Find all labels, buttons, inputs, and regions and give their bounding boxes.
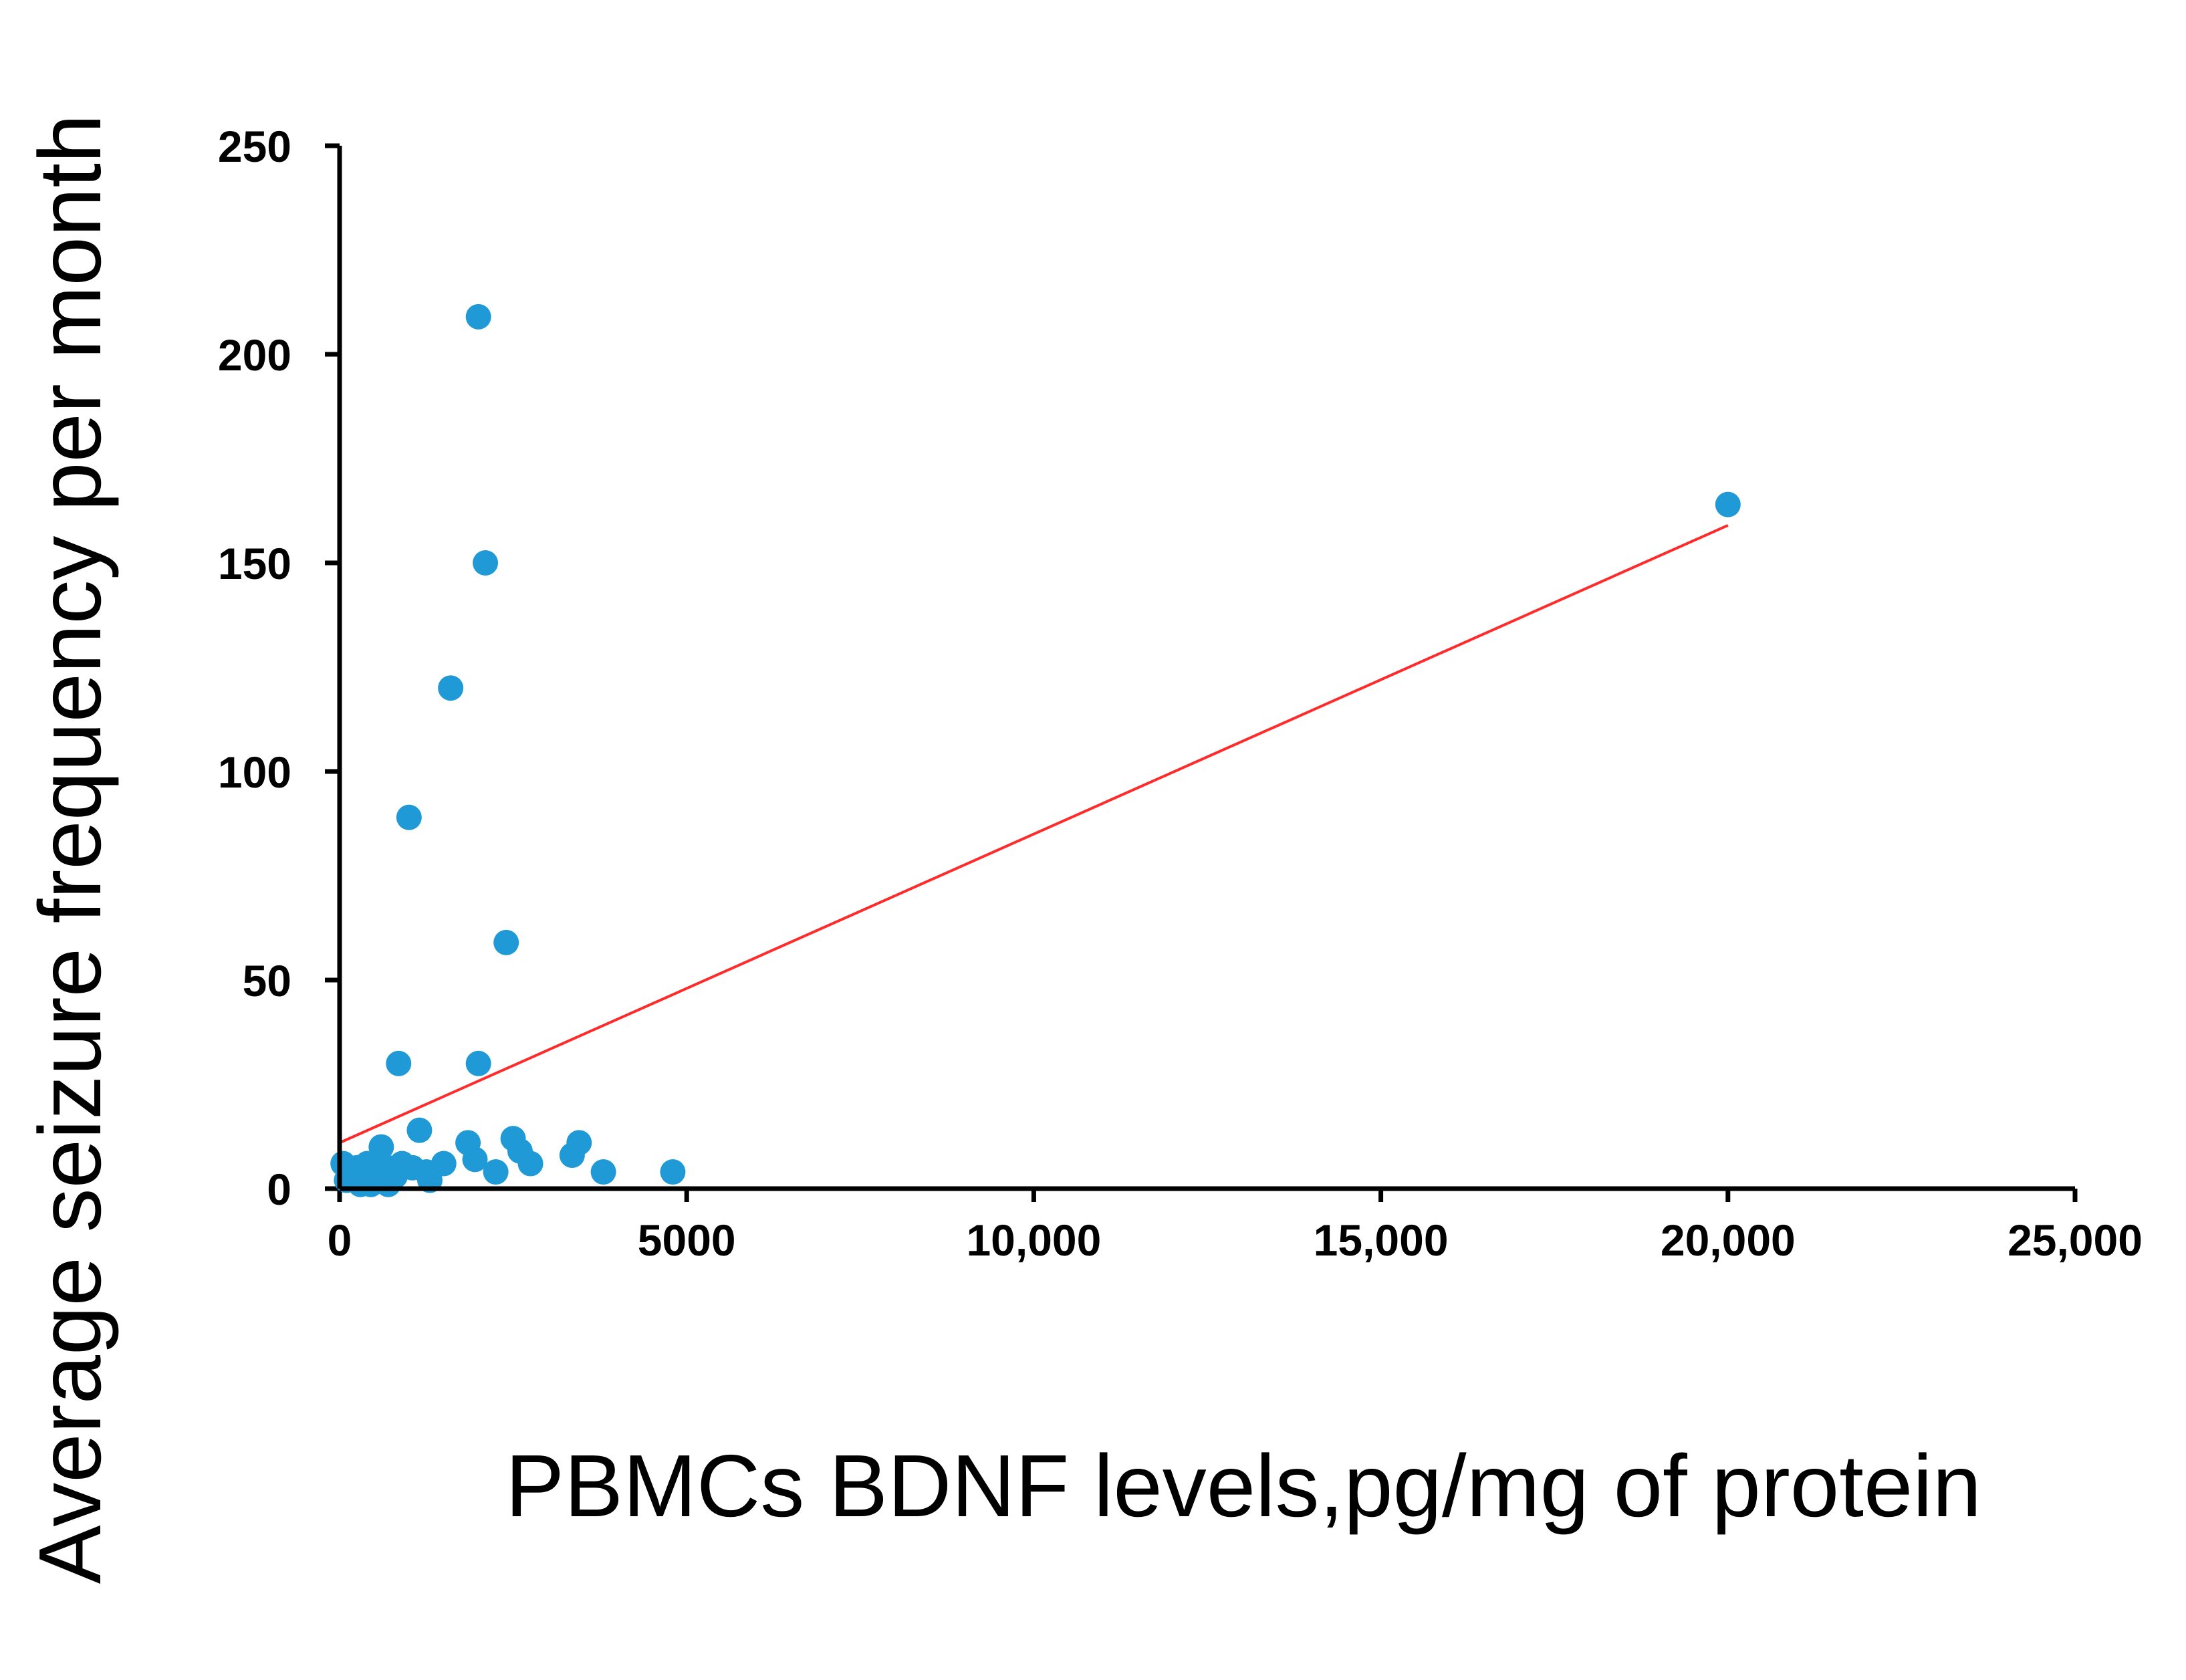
data-point	[517, 1151, 543, 1177]
data-point	[660, 1159, 686, 1185]
y-tick-label: 100	[218, 747, 291, 797]
data-point	[559, 1143, 585, 1169]
trendline	[339, 524, 1729, 1145]
data-point	[590, 1159, 616, 1185]
y-tick-label: 0	[267, 1165, 291, 1214]
y-tick-label: 200	[218, 330, 291, 380]
x-axis-title: PBMCs BDNF levels,pg/mg of protein	[505, 1437, 1981, 1535]
data-point	[406, 1117, 433, 1143]
y-axis-title: Average seizure frequency per month	[21, 114, 119, 1584]
data-point	[386, 1050, 412, 1076]
trendline-layer	[339, 524, 1729, 1145]
x-tick-label: 0	[328, 1215, 352, 1265]
x-tick-label: 20,000	[1661, 1215, 1796, 1265]
data-points	[330, 304, 1741, 1197]
x-tick-label: 5000	[638, 1215, 736, 1265]
y-tick-label: 150	[218, 539, 291, 588]
data-point	[473, 550, 499, 576]
x-tick-label: 25,000	[2008, 1215, 2143, 1265]
data-point	[1715, 491, 1741, 517]
data-point	[438, 675, 464, 701]
data-point	[396, 804, 422, 830]
data-point	[368, 1134, 394, 1160]
data-point	[465, 1050, 491, 1076]
data-point	[462, 1147, 488, 1173]
y-tick-label: 50	[243, 956, 291, 1005]
data-point	[348, 1171, 374, 1197]
x-tick-label: 15,000	[1314, 1215, 1449, 1265]
y-tick-labels: 0 50 100 150 200 250	[218, 122, 291, 1214]
y-tick-label: 250	[218, 122, 291, 171]
data-point	[375, 1171, 401, 1197]
data-point	[493, 929, 519, 955]
data-point	[465, 304, 491, 330]
x-tick-label: 10,000	[966, 1215, 1101, 1265]
data-point	[483, 1159, 509, 1185]
y-tick-marks	[325, 143, 340, 1191]
x-tick-labels: 0 5000 10,000 15,000 20,000 25,000	[328, 1215, 2143, 1265]
